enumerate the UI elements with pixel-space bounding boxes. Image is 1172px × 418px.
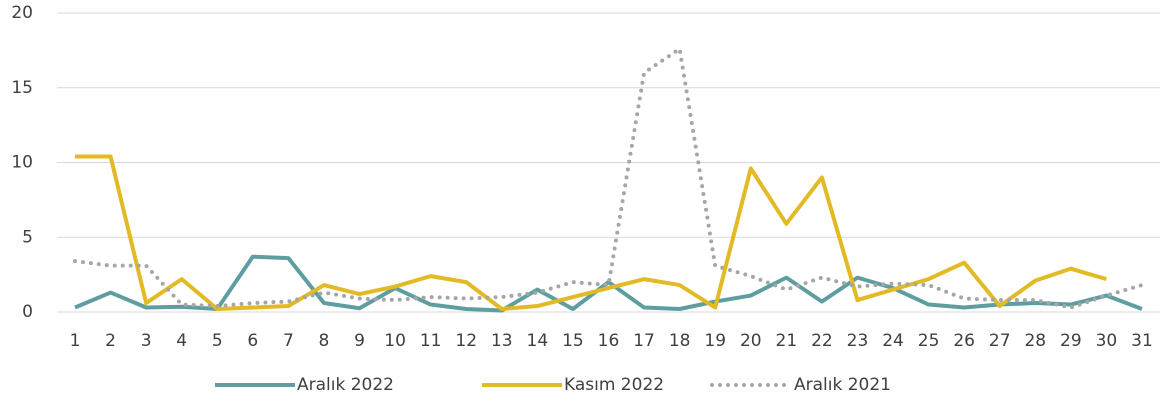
x-tick-label: 1	[70, 331, 81, 351]
y-tick-label: 15	[11, 78, 33, 98]
x-tick-label: 8	[319, 331, 330, 351]
y-tick-label: 5	[22, 227, 33, 247]
x-tick-label: 10	[384, 331, 406, 351]
x-tick-label: 28	[1024, 331, 1046, 351]
x-tick-label: 18	[669, 331, 691, 351]
legend-label: Kasım 2022	[564, 375, 664, 395]
y-tick-label: 20	[11, 3, 33, 23]
x-tick-label: 23	[847, 331, 869, 351]
x-tick-label: 13	[491, 331, 513, 351]
series-line	[74, 254, 1143, 313]
x-tick-label: 26	[953, 331, 975, 351]
legend-label: Aralık 2021	[794, 375, 891, 395]
x-tick-label: 11	[420, 331, 442, 351]
x-tick-label: 2	[105, 331, 116, 351]
y-tick-label: 0	[22, 302, 33, 322]
x-tick-label: 4	[176, 331, 187, 351]
x-tick-label: 15	[562, 331, 584, 351]
series-line	[75, 154, 1107, 312]
x-tick-label: 19	[704, 331, 726, 351]
legend-label: Aralık 2022	[297, 375, 394, 395]
x-tick-label: 7	[283, 331, 294, 351]
x-tick-label: 31	[1131, 331, 1153, 351]
x-tick-label: 6	[247, 331, 258, 351]
x-tick-label: 29	[1060, 331, 1082, 351]
x-tick-label: 14	[527, 331, 549, 351]
x-tick-label: 25	[918, 331, 940, 351]
x-tick-label: 12	[455, 331, 477, 351]
x-tick-label: 27	[989, 331, 1011, 351]
x-tick-label: 17	[633, 331, 655, 351]
x-tick-label: 30	[1096, 331, 1118, 351]
y-tick-label: 10	[11, 153, 33, 173]
x-tick-label: 24	[882, 331, 904, 351]
x-tick-label: 20	[740, 331, 762, 351]
x-tick-label: 22	[811, 331, 833, 351]
x-tick-label: 3	[141, 331, 152, 351]
x-tick-label: 21	[776, 331, 798, 351]
x-tick-label: 5	[212, 331, 223, 351]
x-tick-label: 16	[598, 331, 620, 351]
x-tick-label: 9	[354, 331, 365, 351]
